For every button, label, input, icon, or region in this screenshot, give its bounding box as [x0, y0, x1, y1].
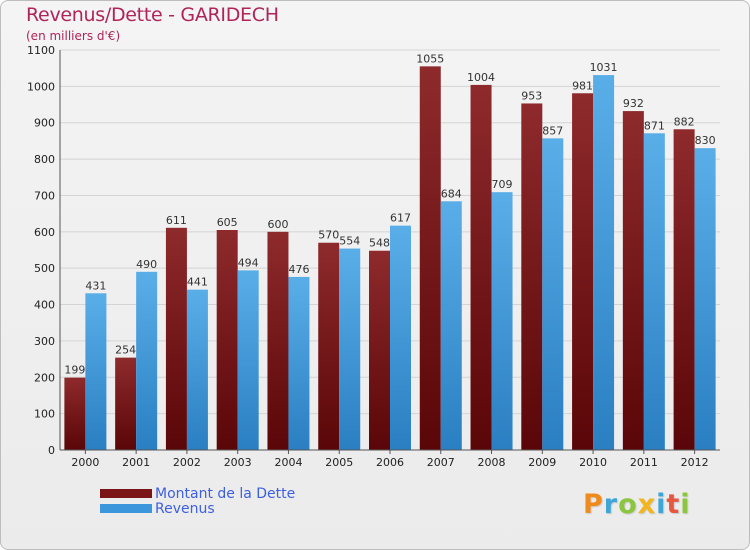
bar-revenue — [390, 225, 411, 450]
x-tick-label: 2002 — [173, 456, 201, 469]
legend-item-debt: Montant de la Dette — [100, 485, 296, 502]
data-label-revenue: 709 — [492, 178, 513, 191]
y-tick-label: 200 — [34, 371, 55, 384]
data-label-debt: 199 — [64, 364, 85, 377]
y-tick-label: 0 — [48, 444, 55, 457]
data-label-debt: 611 — [166, 214, 187, 227]
data-label-revenue: 476 — [288, 263, 309, 276]
bar-debt — [267, 231, 289, 450]
bar-revenue — [440, 201, 462, 450]
logo-letter: i — [680, 489, 691, 520]
bar-debt — [115, 357, 137, 450]
x-tick-label: 2000 — [71, 456, 99, 469]
bar-revenue — [288, 276, 310, 450]
bar-revenue — [186, 289, 208, 450]
y-tick-label: 300 — [34, 335, 55, 348]
data-label-revenue: 554 — [339, 235, 360, 248]
chart-title: Revenus/Dette - GARIDECH — [26, 4, 279, 26]
bar-revenue — [85, 293, 107, 450]
logo-letter: r — [603, 489, 619, 520]
bar-revenue — [593, 75, 615, 450]
x-tick-label: 2010 — [579, 456, 607, 469]
y-tick-label: 900 — [34, 117, 55, 130]
legend-swatch-revenue — [100, 504, 152, 513]
data-label-debt: 254 — [115, 344, 136, 357]
legend-label-debt: Montant de la Dette — [155, 485, 296, 502]
bar-debt — [521, 103, 543, 451]
y-tick-label: 800 — [34, 153, 55, 166]
y-tick-label: 1100 — [27, 44, 55, 57]
bar-debt — [622, 111, 644, 450]
legend: Montant de la Dette Revenus — [100, 485, 296, 517]
data-label-revenue: 871 — [644, 119, 665, 132]
x-tick-label: 2001 — [122, 456, 150, 469]
bar-debt — [470, 84, 492, 450]
bar-debt — [64, 377, 86, 450]
bar-debt — [369, 250, 390, 450]
x-tick-label: 2004 — [274, 456, 302, 469]
bar-debt — [216, 230, 238, 450]
bar-revenue — [542, 138, 564, 450]
data-label-debt: 932 — [623, 97, 644, 110]
legend-swatch-debt — [100, 489, 152, 498]
y-tick-label: 1000 — [27, 80, 55, 93]
y-tick-label: 600 — [34, 226, 55, 239]
data-label-revenue: 830 — [695, 134, 716, 147]
logo-letter: x — [637, 489, 657, 520]
data-label-debt: 600 — [267, 218, 288, 231]
data-label-revenue: 441 — [187, 276, 208, 289]
bar-debt — [318, 242, 340, 450]
y-tick-label: 500 — [34, 262, 55, 275]
data-label-debt: 981 — [572, 79, 593, 92]
data-label-revenue: 431 — [85, 279, 106, 292]
data-label-revenue: 494 — [238, 256, 259, 269]
data-label-debt: 548 — [369, 237, 390, 250]
legend-item-revenue: Revenus — [100, 500, 295, 517]
x-tick-label: 2007 — [427, 456, 455, 469]
bar-debt — [572, 93, 594, 450]
data-label-revenue: 490 — [136, 258, 157, 271]
x-tick-label: 2003 — [224, 456, 252, 469]
bar-revenue — [237, 270, 259, 450]
x-tick-label: 2009 — [528, 456, 556, 469]
x-tick-label: 2005 — [325, 456, 353, 469]
data-label-debt: 605 — [217, 216, 238, 229]
data-label-revenue: 617 — [390, 212, 411, 225]
x-tick-label: 2006 — [376, 456, 404, 469]
data-label-debt: 1055 — [416, 52, 444, 65]
bar-debt — [165, 227, 187, 450]
chart-subtitle: (en milliers d'€) — [26, 29, 121, 43]
data-label-revenue: 857 — [542, 124, 563, 137]
bar-revenue — [491, 192, 513, 450]
data-label-revenue: 684 — [441, 187, 462, 200]
y-tick-label: 700 — [34, 189, 55, 202]
bar-debt — [419, 66, 441, 450]
bar-debt — [673, 129, 695, 451]
x-tick-label: 2008 — [478, 456, 506, 469]
bar-revenue — [694, 148, 716, 450]
proxiti-logo: Proxiti — [583, 489, 691, 520]
x-tick-label: 2012 — [681, 456, 709, 469]
data-label-debt: 882 — [674, 115, 695, 128]
data-label-debt: 953 — [521, 89, 542, 102]
y-tick-label: 100 — [34, 408, 55, 421]
legend-label-revenue: Revenus — [155, 500, 215, 517]
data-label-debt: 570 — [318, 229, 339, 242]
logo-letter: o — [618, 489, 638, 520]
x-tick-label: 2011 — [630, 456, 658, 469]
data-label-debt: 1004 — [467, 71, 495, 84]
logo-letter: P — [583, 489, 604, 520]
data-label-revenue: 1031 — [590, 61, 618, 74]
bar-revenue — [136, 271, 158, 450]
bar-revenue — [339, 248, 361, 450]
y-tick-label: 400 — [34, 299, 55, 312]
logo-letter: t — [666, 489, 681, 520]
logo-letter: i — [656, 489, 667, 520]
bar-revenue — [643, 133, 665, 451]
